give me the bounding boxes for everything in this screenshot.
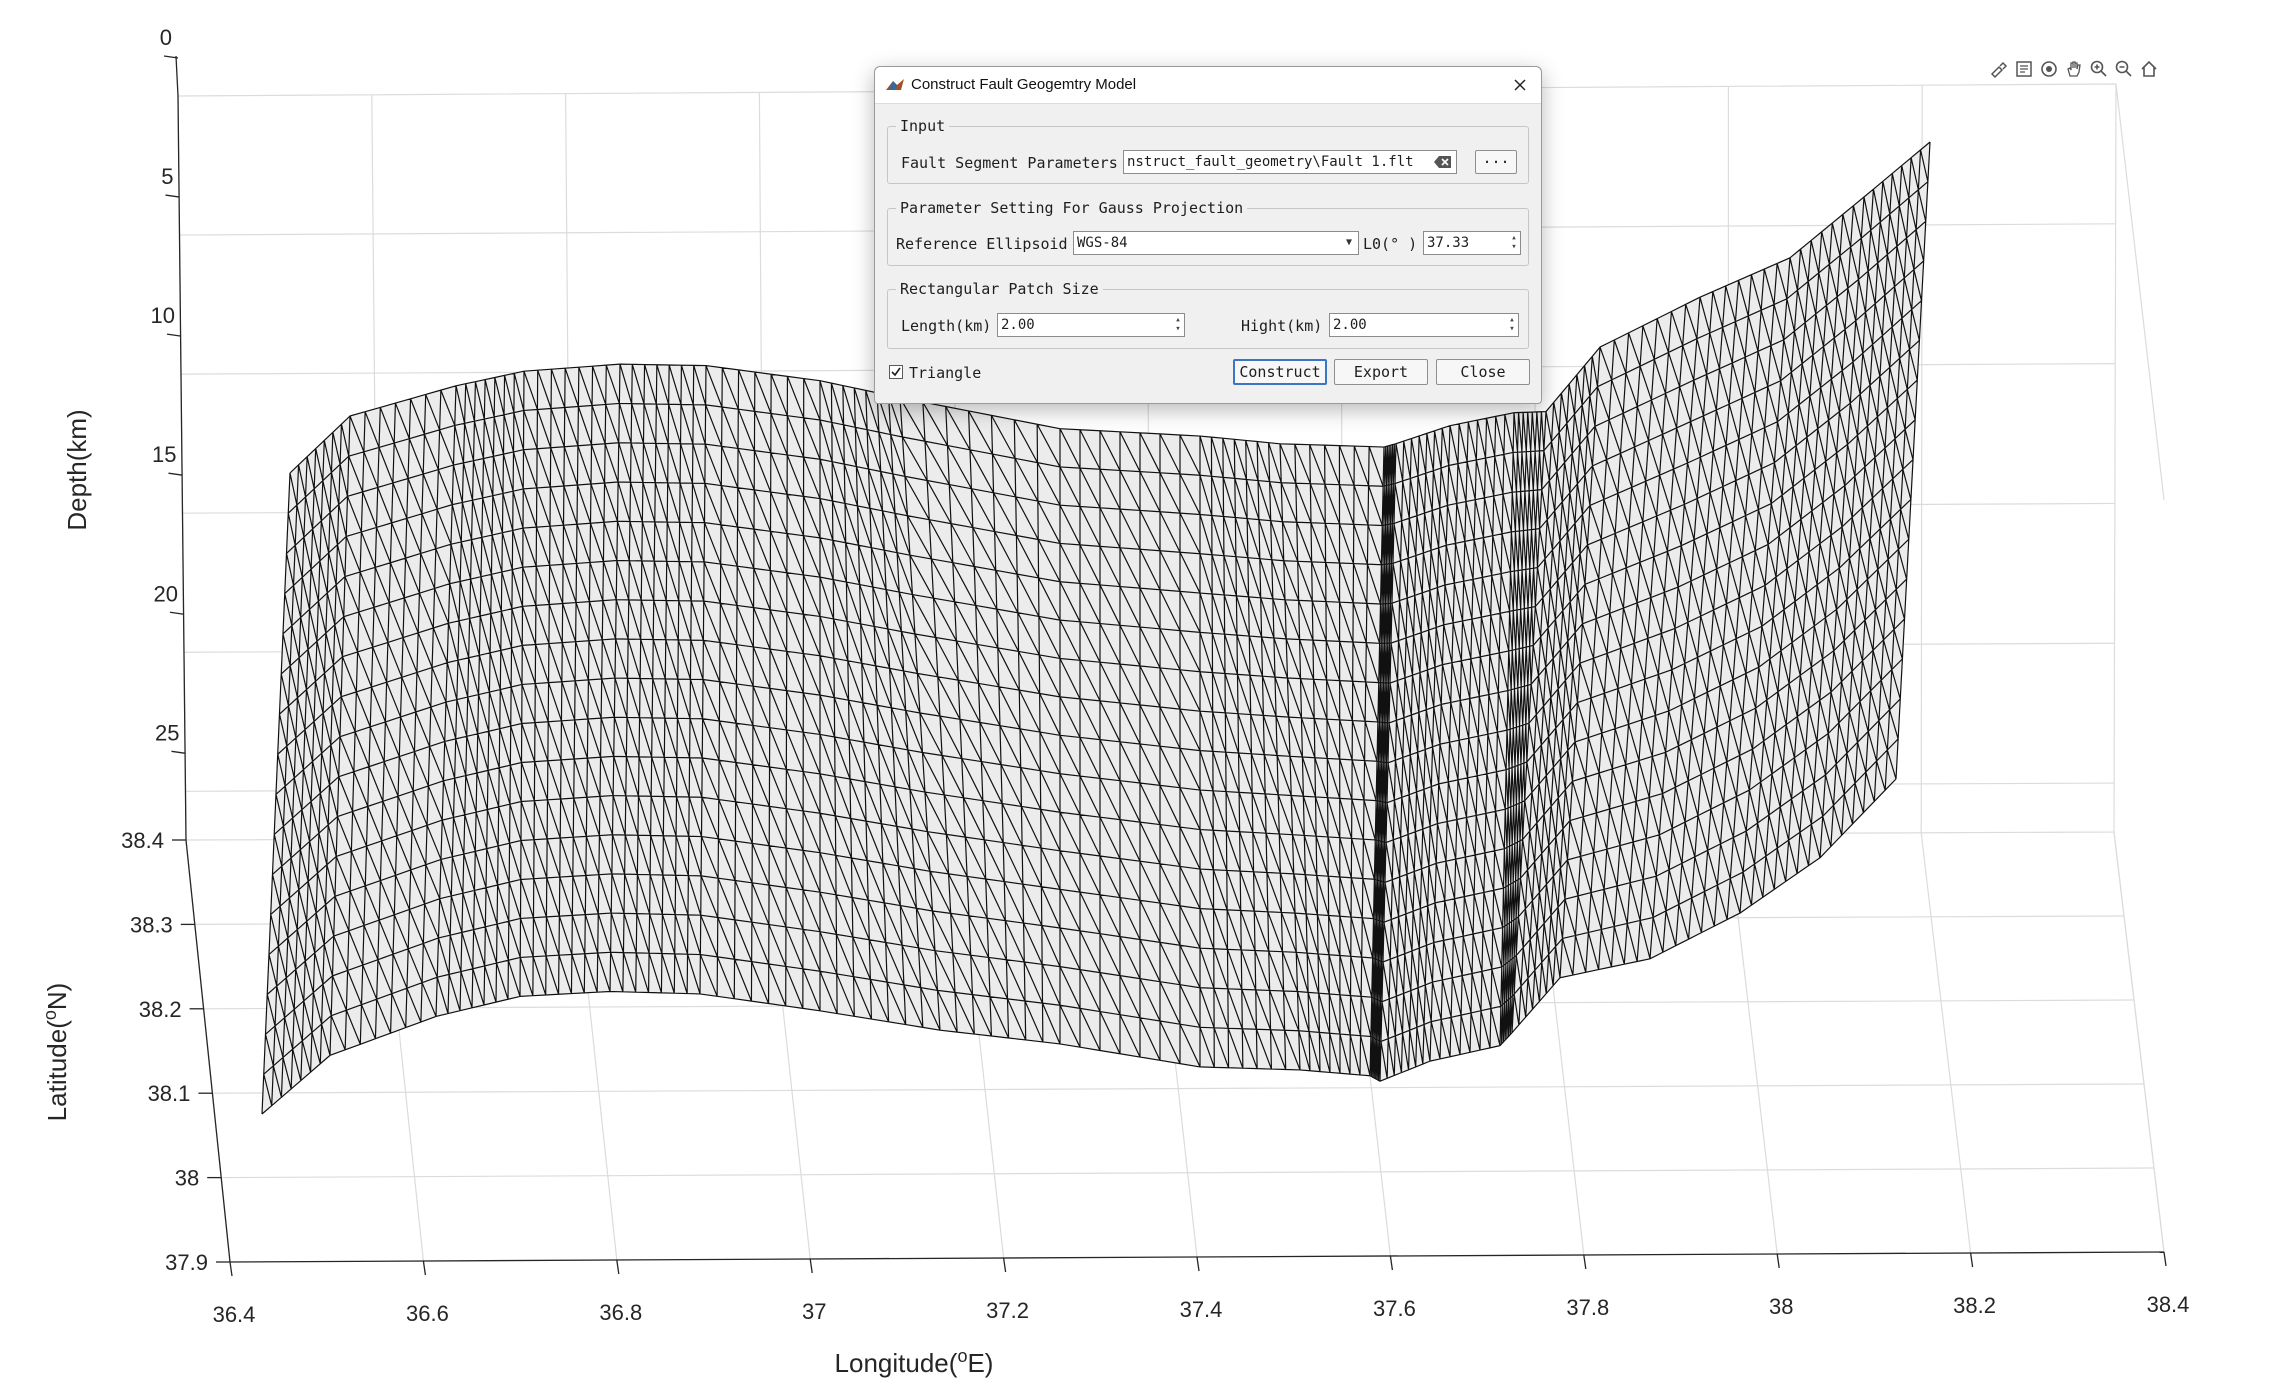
longitude-tick-label: 37.8 xyxy=(1566,1295,1609,1320)
patch-group-legend: Rectangular Patch Size xyxy=(896,280,1103,298)
fault-segment-label: Fault Segment Parameters xyxy=(901,154,1118,172)
dialog-title: Construct Fault Geogemtry Model xyxy=(911,76,1137,93)
zoom-in-icon[interactable] xyxy=(2088,58,2110,80)
gauss-group-legend: Parameter Setting For Gauss Projection xyxy=(896,199,1248,217)
longitude-tick-label: 36.8 xyxy=(599,1300,642,1325)
checkmark-icon xyxy=(891,367,901,377)
longitude-tick-label: 36.4 xyxy=(213,1302,256,1327)
longitude-tick-label: 37.2 xyxy=(986,1298,1029,1323)
rotate-icon[interactable] xyxy=(2038,58,2060,80)
fault-file-path-field[interactable]: nstruct_fault_geometry\Fault 1.flt xyxy=(1123,150,1457,174)
latitude-tick-label: 38 xyxy=(175,1166,199,1191)
fault-file-path-value: nstruct_fault_geometry\Fault 1.flt xyxy=(1127,154,1414,170)
height-value: 2.00 xyxy=(1333,317,1367,333)
longitude-tick-label: 37 xyxy=(802,1299,826,1324)
close-button[interactable]: Close xyxy=(1436,359,1530,385)
longitude-axis-label: Longitude(oE) xyxy=(835,1346,994,1378)
length-spinner[interactable]: 2.00 ▴ ▾ xyxy=(997,313,1185,337)
figure-toolbar xyxy=(1988,58,2160,80)
longitude-tick-label: 36.6 xyxy=(406,1301,449,1326)
length-value: 2.00 xyxy=(1001,317,1035,333)
depth-tick-label: 15 xyxy=(152,442,176,467)
triangle-checkbox[interactable] xyxy=(889,365,903,379)
spinner-arrows-icon[interactable]: ▴ ▾ xyxy=(1175,315,1181,334)
axis-labels: 0 5 10 15 20 25 38.4 38.3 38.2 38.1 38 37.9 36.4 36.6… xyxy=(40,25,2189,1378)
matlab-app-icon xyxy=(885,78,905,96)
reference-ellipsoid-value: WGS-84 xyxy=(1077,235,1128,251)
reference-ellipsoid-dropdown[interactable]: WGS-84 ▼ xyxy=(1073,231,1359,255)
input-group: Input xyxy=(887,117,1529,184)
longitude-tick-label: 38.4 xyxy=(2147,1292,2190,1317)
construct-fault-dialog: Construct Fault Geogemtry Model Input Fa… xyxy=(874,66,1542,404)
depth-tick-label: 25 xyxy=(155,720,179,745)
input-group-legend: Input xyxy=(896,117,950,135)
browse-file-button[interactable]: ··· xyxy=(1475,150,1517,174)
latitude-tick-label: 38.4 xyxy=(121,828,164,853)
chevron-down-icon: ▼ xyxy=(1345,237,1352,248)
construct-button[interactable]: Construct xyxy=(1233,359,1327,385)
fault-mesh-surface xyxy=(261,141,1931,1115)
export-button[interactable]: Export xyxy=(1334,359,1428,385)
dialog-titlebar[interactable]: Construct Fault Geogemtry Model xyxy=(875,67,1541,104)
longitude-tick-label: 37.6 xyxy=(1373,1296,1416,1321)
latitude-tick-label: 38.1 xyxy=(148,1081,191,1106)
zoom-out-icon[interactable] xyxy=(2113,58,2135,80)
depth-axis-label: Depth(km) xyxy=(62,409,92,530)
reference-ellipsoid-label: Reference Ellipsoid xyxy=(896,235,1068,253)
spinner-arrows-icon[interactable]: ▴ ▾ xyxy=(1509,315,1515,334)
pan-icon[interactable] xyxy=(2063,58,2085,80)
gauss-projection-group: Parameter Setting For Gauss Projection xyxy=(887,199,1529,266)
l0-label: L0(° ) xyxy=(1363,235,1418,253)
longitude-tick-label: 38.2 xyxy=(1953,1293,1996,1318)
latitude-tick-label: 37.9 xyxy=(165,1250,208,1275)
l0-spinner[interactable]: 37.33 ▴ ▾ xyxy=(1423,231,1521,255)
length-label: Length(km) xyxy=(901,317,992,335)
latitude-axis-label: Latitude(oN) xyxy=(40,983,72,1122)
height-spinner[interactable]: 2.00 ▴ ▾ xyxy=(1329,313,1519,337)
spinner-arrows-icon[interactable]: ▴ ▾ xyxy=(1511,233,1517,252)
patch-size-group: Rectangular Patch Size xyxy=(887,280,1529,349)
triangle-label: Triangle xyxy=(909,364,982,382)
depth-tick-label: 20 xyxy=(153,581,177,606)
depth-tick-label: 10 xyxy=(151,303,175,328)
close-icon[interactable] xyxy=(1507,73,1533,97)
brush-icon[interactable] xyxy=(1988,58,2010,80)
height-label: Hight(km) xyxy=(1241,317,1323,335)
axes-lines xyxy=(163,55,2167,1277)
latitude-tick-label: 38.2 xyxy=(139,997,182,1022)
longitude-tick-label: 38 xyxy=(1769,1294,1793,1319)
depth-tick-label: 0 xyxy=(160,25,172,50)
home-icon[interactable] xyxy=(2138,58,2160,80)
depth-tick-label: 5 xyxy=(161,164,173,189)
longitude-tick-label: 37.4 xyxy=(1180,1297,1223,1322)
clear-field-icon[interactable] xyxy=(1434,154,1452,173)
latitude-tick-label: 38.3 xyxy=(130,912,173,937)
datatip-icon[interactable] xyxy=(2013,58,2035,80)
l0-value: 37.33 xyxy=(1427,235,1470,251)
